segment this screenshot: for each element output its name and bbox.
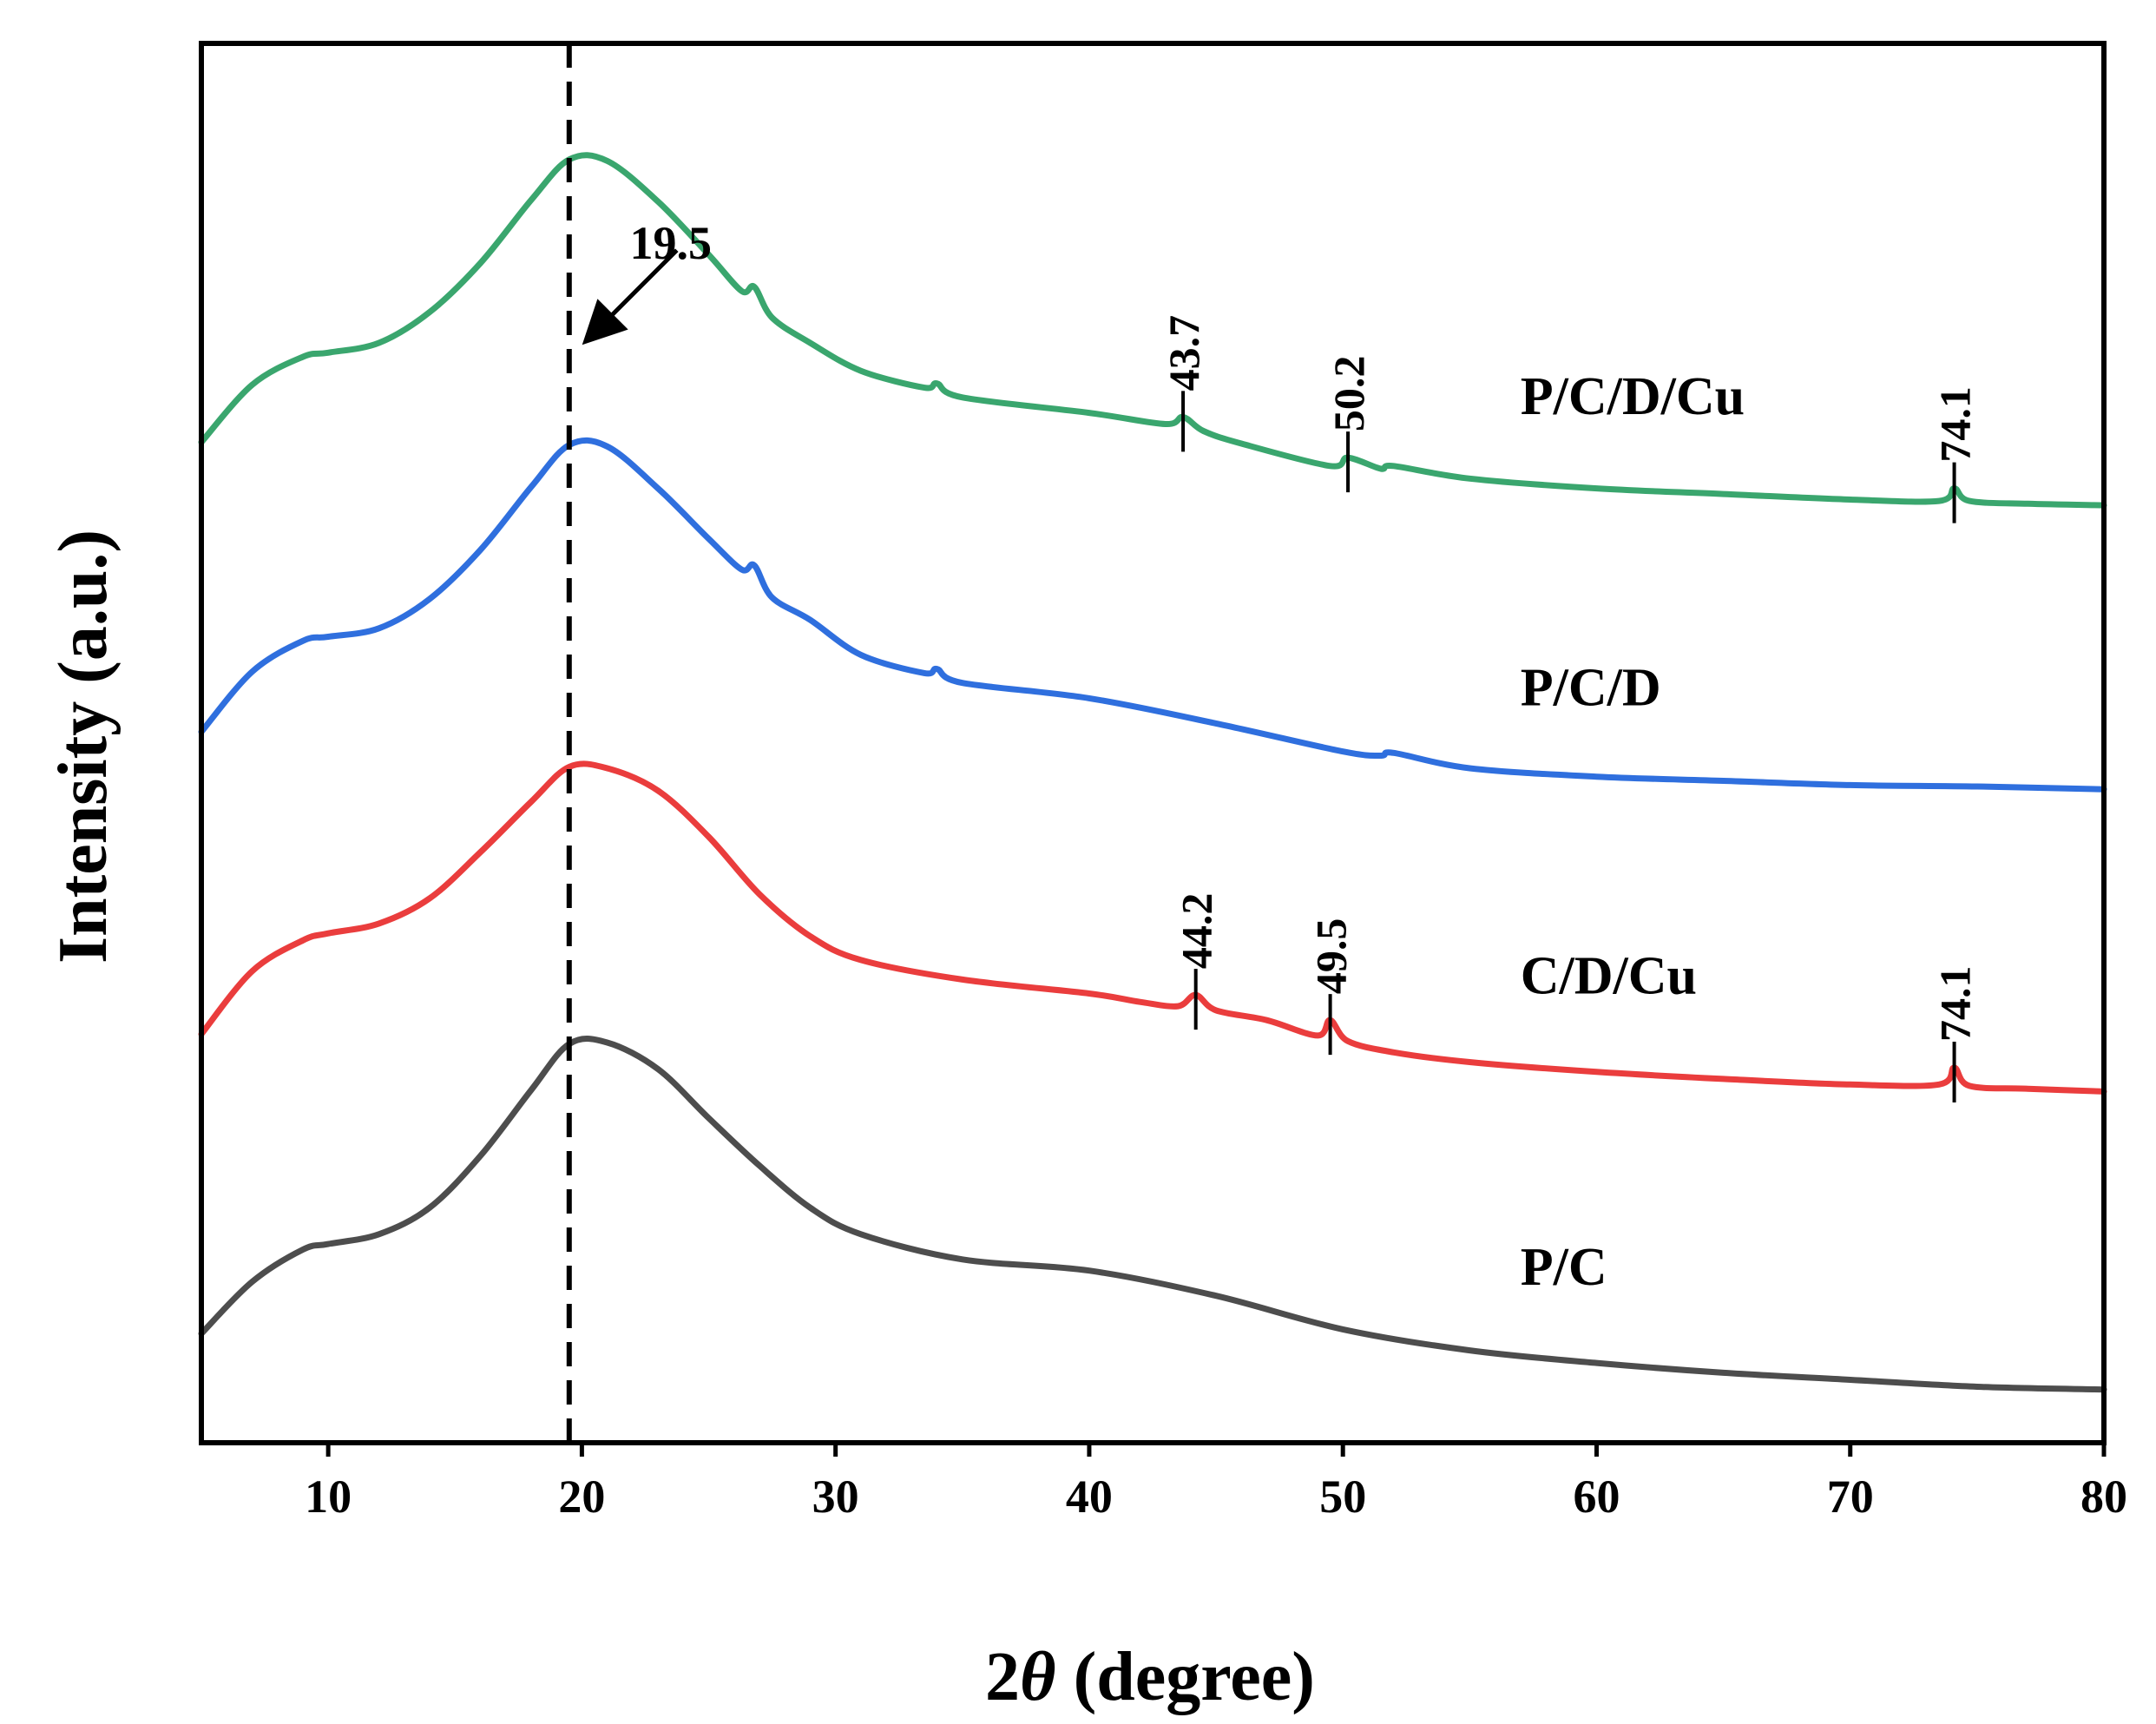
annotation-layer: 10 20 30 40 50 60 70 80 P/C/D/Cu P/C/D C/D/Cu P/C 43… — [199, 41, 2127, 1523]
peak-arrow — [582, 248, 679, 345]
plot-frame — [199, 41, 2107, 1445]
x-tick-label-50: 50 — [1319, 1471, 1366, 1523]
series-label-p-c-d-cu: P/C/D/Cu — [1521, 367, 1745, 426]
series-label-p-c: P/C — [1521, 1238, 1607, 1297]
x-axis-title-suffix: (degree) — [1056, 1639, 1315, 1715]
peak-label-c-d-cu-74-1: 74.1 — [1931, 965, 1980, 1042]
series-label-p-c-d: P/C/D — [1521, 658, 1661, 717]
peak-label-c-d-cu-49-5: 49.5 — [1307, 918, 1356, 995]
series-line-p-c — [198, 1036, 2107, 1393]
peak-label-p-c-d-cu-50-2: 50.2 — [1324, 356, 1373, 432]
y-axis-title: Intensity (a.u.) — [45, 530, 122, 964]
x-axis-title-prefix: 2 — [985, 1639, 1020, 1715]
x-tick-label-80: 80 — [2080, 1471, 2127, 1523]
x-axis-title: 2θ (degree) — [985, 1639, 1315, 1715]
x-tick-label-10: 10 — [305, 1471, 352, 1523]
x-tick-label-60: 60 — [1573, 1471, 1620, 1523]
peak-label-p-c-d-cu-74-1: 74.1 — [1931, 386, 1980, 463]
plot-area — [198, 152, 2107, 1393]
x-tick-label-20: 20 — [558, 1471, 605, 1523]
x-tick-label-70: 70 — [1827, 1471, 1874, 1523]
x-axis-title-theta: θ — [1020, 1639, 1056, 1715]
series-label-c-d-cu: C/D/Cu — [1521, 947, 1697, 1006]
peak-label-p-c-d-cu-43-7: 43.7 — [1160, 315, 1208, 392]
x-tick-label-40: 40 — [1066, 1471, 1113, 1523]
series-line-c-d-cu — [198, 760, 2107, 1095]
series-line-p-c-d-cu — [198, 152, 2107, 509]
peak-label-c-d-cu-44-2: 44.2 — [1173, 893, 1221, 970]
series-line-p-c-d — [198, 437, 2107, 793]
peak-arrow-label: 19.5 — [629, 217, 712, 269]
x-tick-label-30: 30 — [812, 1471, 859, 1523]
